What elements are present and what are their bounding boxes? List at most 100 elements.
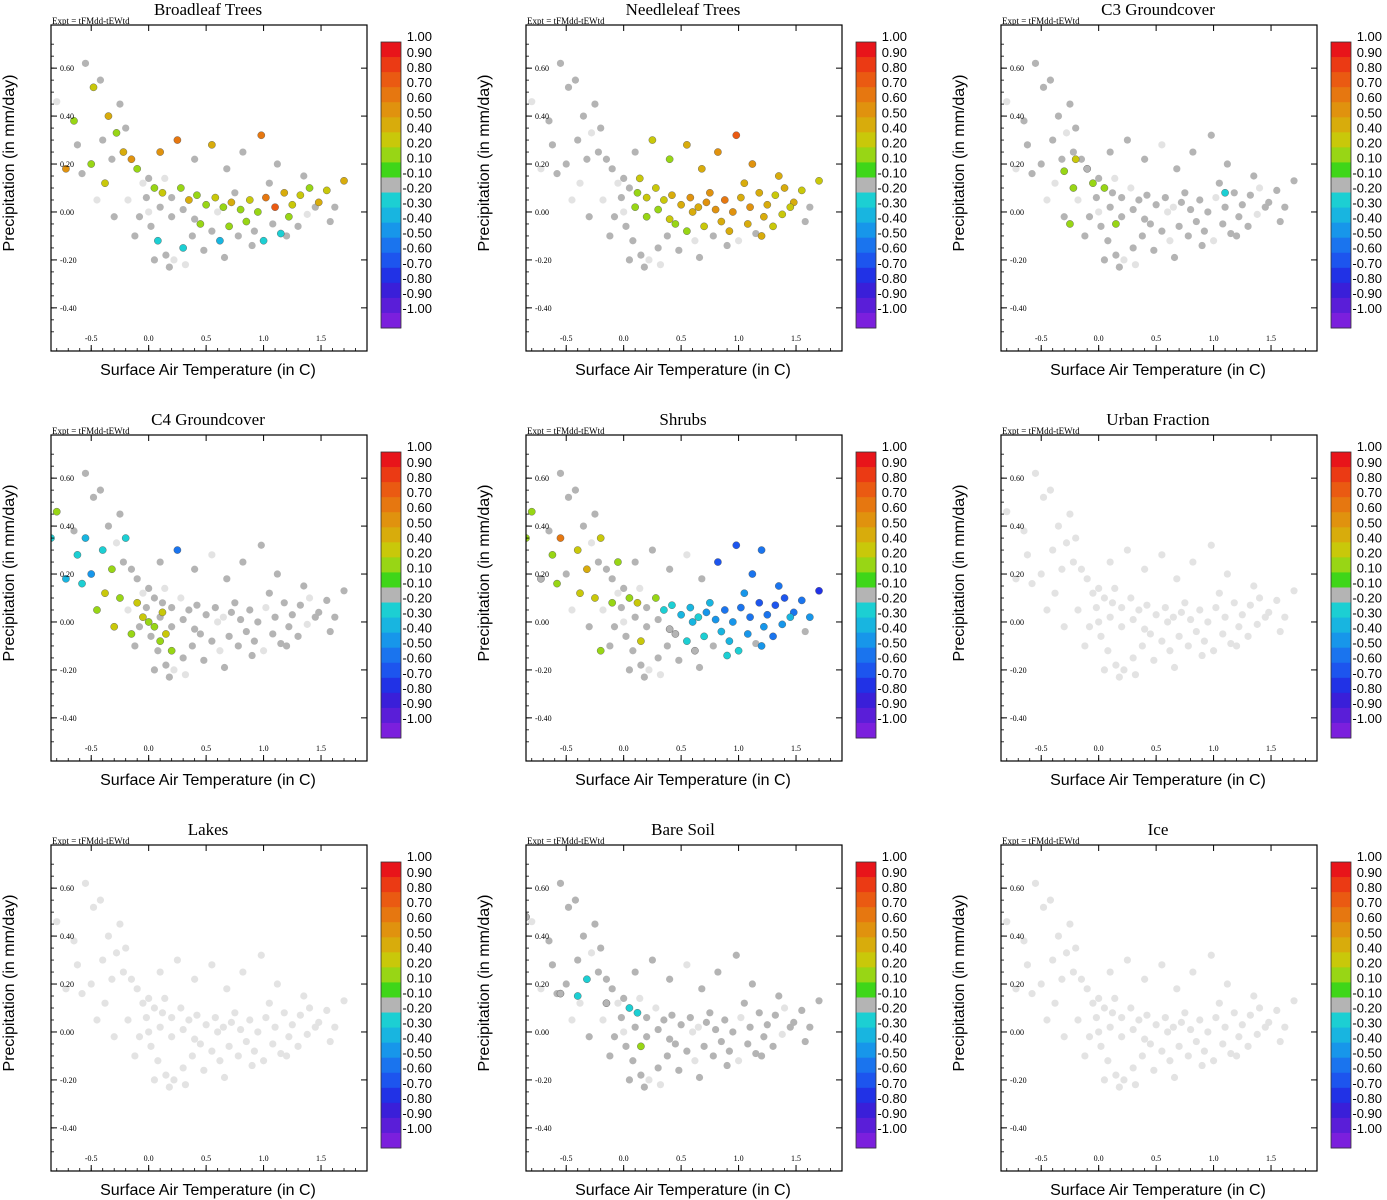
data-point — [223, 165, 231, 173]
colorbar-swatch — [856, 1072, 876, 1089]
data-point — [1273, 186, 1281, 194]
data-point — [53, 918, 61, 926]
colorbar-swatch — [1331, 177, 1351, 194]
data-point — [714, 968, 722, 976]
colorbar-swatch — [381, 117, 401, 133]
colorbar-swatch — [1331, 467, 1351, 483]
data-point — [1158, 1047, 1166, 1055]
colorbar-label: -0.20 — [402, 591, 432, 606]
y-axis-label: Precipitation (in mm/day) — [476, 485, 493, 662]
colorbar-label: 0.20 — [1357, 955, 1382, 970]
data-point — [1118, 623, 1126, 631]
data-point — [629, 647, 637, 655]
data-point — [1141, 1035, 1149, 1043]
colorbar-swatch — [381, 312, 401, 329]
colorbar-swatch — [856, 192, 876, 209]
colorbar-frame — [1330, 861, 1352, 1149]
y-axis-label: Precipitation (in mm/day) — [1, 75, 18, 252]
colorbar-label: -0.30 — [1352, 606, 1382, 621]
panel-ice: Ice Expt = tFMdd-tEWtd -0.5 0.0 0.5 1.0 1.5 -0.… — [951, 820, 1382, 1199]
x-tick-label: 1.5 — [1266, 744, 1276, 753]
colorbar-label: -0.50 — [402, 636, 432, 651]
y-axis-label: Precipitation (in mm/day) — [1, 895, 18, 1072]
data-point — [645, 256, 653, 264]
data-point — [227, 608, 236, 616]
data-point — [1031, 59, 1040, 67]
y-tick-label: 0.40 — [535, 932, 549, 941]
data-point — [763, 1021, 771, 1029]
data-point — [591, 920, 599, 928]
data-point — [168, 603, 176, 612]
data-point — [214, 208, 222, 216]
data-point — [1244, 222, 1252, 230]
data-point — [150, 594, 159, 602]
data-point — [1100, 1004, 1109, 1012]
colorbar-swatch — [856, 297, 876, 314]
data-point — [1085, 1033, 1094, 1041]
colorbar-label: 0.90 — [1357, 865, 1382, 880]
colored-data-point — [259, 236, 268, 245]
data-point — [1046, 896, 1055, 904]
colorbar: 1.000.900.800.700.600.500.400.200.10-0.1… — [380, 849, 432, 1149]
data-point — [265, 179, 273, 187]
colorbar-swatch — [856, 1117, 876, 1134]
data-point — [631, 558, 639, 566]
colorbar-swatch — [1331, 282, 1351, 299]
data-point — [585, 1033, 593, 1041]
colorbar-label: -0.40 — [1352, 1031, 1382, 1046]
colorbar-label: -0.20 — [877, 591, 907, 606]
panel-needleleaf-trees: Needleleaf Trees Expt = tFMdd-tEWtd -0.5 0.… — [476, 0, 907, 379]
data-point — [1221, 203, 1229, 211]
data-point — [96, 896, 105, 904]
colored-data-point — [288, 200, 297, 209]
x-tick-label: 0.0 — [1094, 334, 1104, 343]
colorbar-swatch — [381, 967, 401, 983]
data-point — [142, 1013, 150, 1022]
panel-bare-soil: Bare Soil Expt = tFMdd-tEWtd -0.5 0.0 0.5 1.0… — [476, 820, 907, 1199]
data-point — [282, 642, 291, 650]
data-point — [1112, 1071, 1120, 1079]
data-point — [179, 205, 187, 214]
plot-area — [526, 845, 842, 1171]
colorbar-label: 0.10 — [882, 560, 907, 575]
colorbar-swatch — [856, 707, 876, 724]
colored-data-point — [652, 594, 660, 602]
data-point — [87, 980, 95, 988]
y-tick-label: 0.40 — [60, 112, 74, 121]
data-point — [223, 575, 231, 583]
colorbar-swatch — [856, 967, 876, 983]
colorbar-label: -0.60 — [402, 651, 432, 666]
data-point — [1106, 203, 1114, 211]
data-point — [154, 647, 162, 655]
colorbar-label: 0.90 — [882, 45, 907, 60]
colorbar-label: -0.70 — [402, 666, 432, 681]
data-point — [769, 1042, 777, 1050]
colorbar-label: -0.80 — [877, 271, 907, 286]
colored-data-point — [683, 141, 691, 149]
data-point — [112, 539, 121, 547]
data-point — [294, 222, 302, 230]
data-point — [1031, 469, 1040, 477]
data-point — [1138, 1052, 1146, 1060]
data-point — [1192, 627, 1200, 636]
data-point — [185, 1016, 193, 1024]
colorbar-swatch — [1331, 952, 1351, 968]
colorbar-swatch — [856, 572, 876, 588]
colored-data-point — [98, 546, 107, 554]
data-point — [161, 994, 169, 1003]
data-point — [548, 961, 557, 969]
data-point — [1207, 951, 1215, 959]
colorbar-swatch — [1331, 602, 1351, 619]
data-point — [1118, 603, 1126, 612]
data-point — [1198, 651, 1206, 660]
data-point — [1290, 587, 1298, 595]
data-point — [246, 606, 254, 614]
x-tick-label: -0.5 — [1035, 1154, 1048, 1163]
colorbar-swatch — [381, 572, 401, 588]
colorbar-label: -0.60 — [877, 1061, 907, 1076]
colorbar-label: 0.50 — [1357, 105, 1382, 120]
y-tick-label: -0.40 — [535, 304, 552, 313]
colored-data-point — [780, 594, 789, 602]
data-point — [1085, 213, 1094, 221]
data-point — [571, 896, 580, 904]
